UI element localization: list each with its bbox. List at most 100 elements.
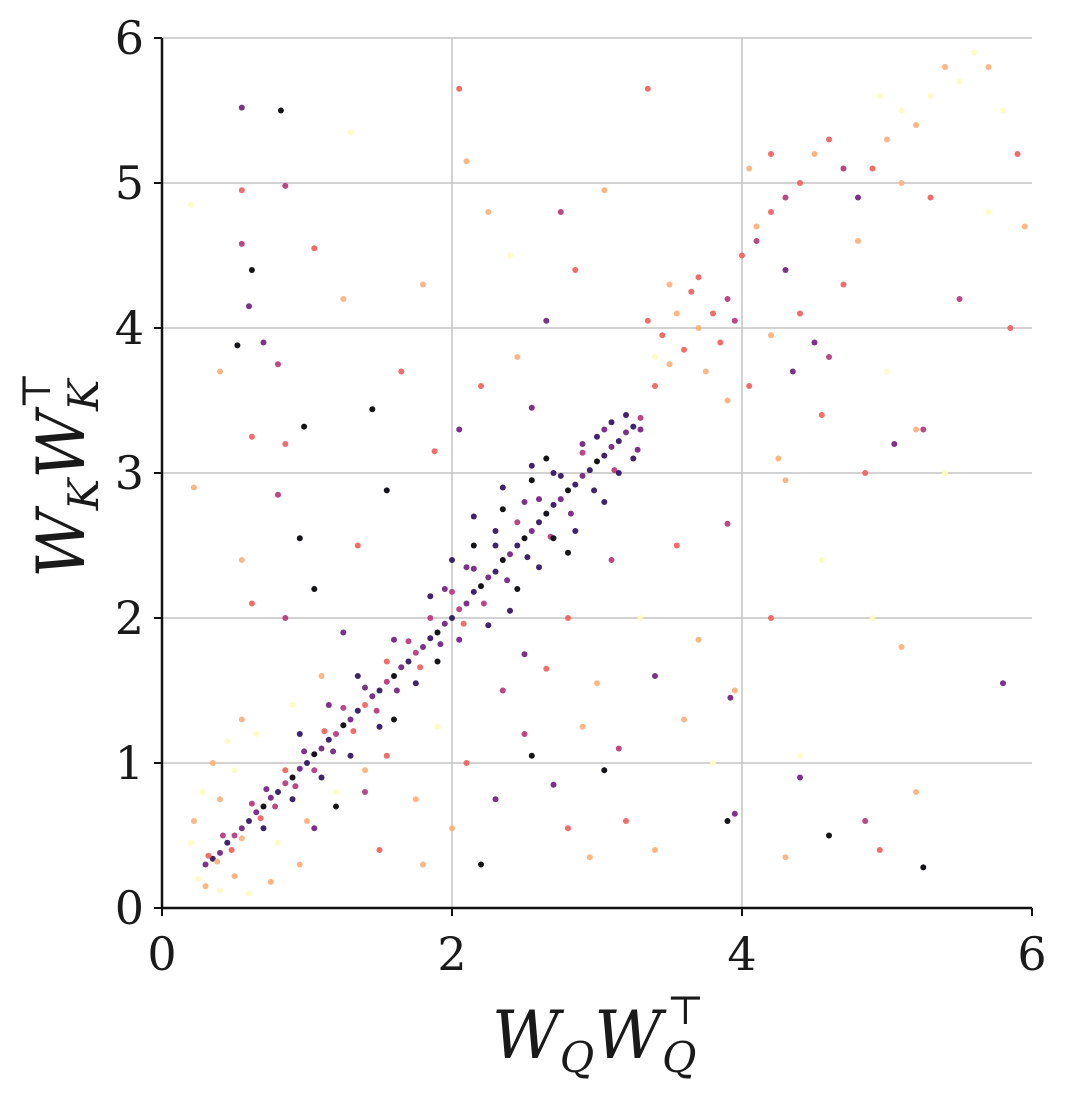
x-tick-label: 0: [147, 927, 176, 981]
scatter-point: [615, 470, 622, 476]
scatter-point: [884, 368, 890, 375]
scatter-point: [1021, 223, 1028, 230]
scatter-point: [376, 847, 383, 853]
scatter-point: [217, 368, 223, 375]
scatter-point: [437, 641, 444, 648]
scatter-point: [412, 796, 419, 803]
scatter-point: [350, 728, 357, 735]
scatter-point: [373, 707, 380, 714]
scatter-point: [263, 786, 270, 793]
scatter-point: [971, 49, 977, 56]
scatter-point: [659, 332, 666, 339]
scatter-point: [217, 849, 223, 856]
scatter-point: [188, 839, 194, 846]
scatter-point: [234, 342, 241, 349]
scatter-point: [507, 551, 513, 558]
scatter-point: [652, 673, 658, 679]
scatter-point: [673, 310, 680, 317]
scatter-point: [311, 825, 318, 832]
scatter-point: [528, 404, 535, 411]
x-tick-label: 2: [437, 927, 466, 981]
scatter-point: [292, 783, 299, 790]
scatter-point: [485, 574, 492, 581]
scatter-point: [301, 423, 308, 430]
scatter-point: [528, 752, 535, 759]
scatter-point: [463, 600, 470, 607]
scatter-point: [594, 458, 600, 465]
scatter-point: [746, 165, 753, 172]
scatter-point: [383, 658, 390, 665]
scatter-point: [238, 240, 245, 247]
scatter-point: [608, 557, 615, 563]
scatter-point: [731, 687, 738, 694]
scatter-point: [927, 194, 934, 201]
scatter-point: [543, 510, 550, 517]
scatter-point: [478, 583, 484, 590]
scatter-point: [248, 433, 255, 440]
scatter-point: [383, 678, 390, 685]
scatter-point: [753, 223, 760, 230]
scatter-point: [920, 426, 927, 433]
scatter-point: [557, 496, 564, 503]
scatter-point: [579, 472, 586, 479]
scatter-point: [543, 317, 550, 324]
scatter-point: [246, 818, 252, 824]
scatter-point: [681, 716, 687, 723]
scatter-point: [884, 136, 890, 143]
scatter-point: [591, 487, 598, 494]
scatter-point: [238, 835, 245, 842]
scatter-point: [217, 796, 223, 803]
scatter-point: [412, 680, 419, 687]
scatter-point: [427, 635, 434, 642]
scatter-point: [301, 748, 308, 755]
scatter-point: [463, 158, 470, 165]
scatter-point: [695, 274, 702, 281]
scatter-point: [666, 281, 673, 288]
scatter-point: [238, 104, 245, 111]
scatter-point: [521, 651, 528, 658]
scatter-point: [695, 325, 702, 331]
scatter-point: [434, 658, 441, 665]
scatter-point: [499, 484, 506, 491]
scatter-point: [405, 658, 412, 665]
scatter-point: [876, 847, 883, 853]
scatter-point: [470, 513, 477, 520]
y-axis-label: WKWK⊤: [14, 372, 108, 578]
scatter-point: [688, 288, 695, 295]
scatter-point: [478, 383, 484, 389]
scatter-point: [205, 852, 212, 859]
scatter-point: [449, 557, 455, 563]
scatter-point: [282, 441, 289, 447]
scatter-point: [826, 354, 832, 360]
scatter-point: [347, 752, 354, 759]
scatter-points: [188, 49, 1028, 897]
y-tick-label: 5: [115, 156, 144, 210]
scatter-point: [586, 467, 593, 474]
scatter-point: [499, 687, 506, 694]
scatter-point: [238, 187, 245, 194]
scatter-point: [572, 481, 579, 488]
scatter-point: [724, 296, 731, 302]
scatter-point: [644, 85, 651, 92]
scatter-point: [782, 477, 789, 484]
scatter-point: [296, 535, 303, 542]
scatter-point: [768, 209, 774, 215]
scatter-point: [514, 519, 521, 526]
scatter-point: [768, 151, 774, 157]
scatter-point: [731, 317, 738, 324]
scatter-point: [528, 528, 535, 534]
y-tick-label: 1: [115, 736, 144, 790]
scatter-point: [637, 414, 644, 421]
scatter-point: [913, 122, 919, 128]
scatter-point: [260, 339, 267, 346]
scatter-point: [272, 803, 279, 810]
scatter-point: [623, 412, 629, 418]
scatter-point: [673, 542, 680, 549]
scatter-point: [393, 687, 400, 694]
scatter-point: [818, 412, 825, 418]
scatter-point: [456, 426, 463, 433]
scatter-point: [565, 549, 571, 556]
scatter-point: [550, 501, 557, 508]
scatter-point: [528, 477, 535, 484]
